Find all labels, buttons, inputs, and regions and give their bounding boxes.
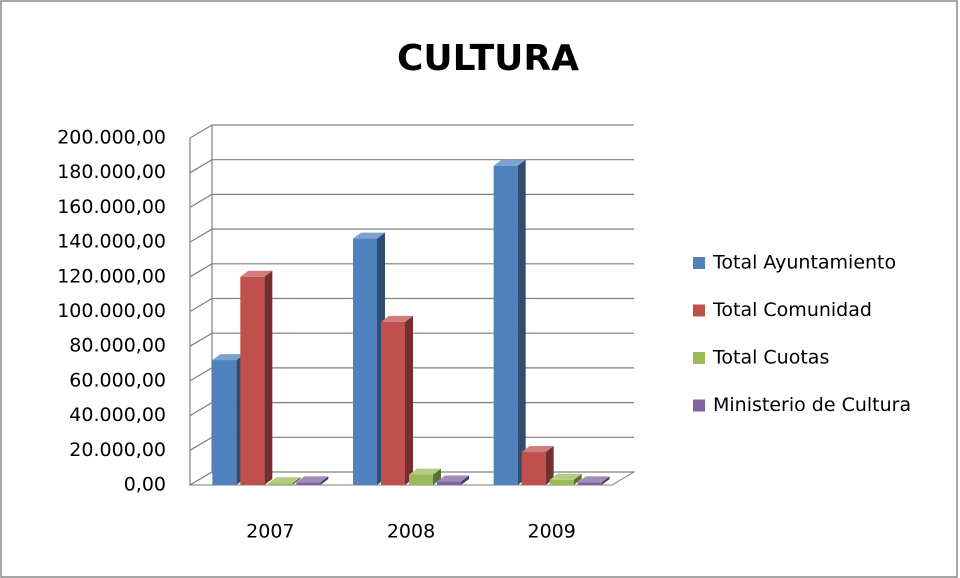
y-tick-label: 0,00 [124, 474, 166, 496]
bar [437, 481, 461, 485]
y-tick-label: 120.000,00 [57, 265, 166, 287]
y-tick-label: 140.000,00 [57, 231, 166, 253]
bar-top [240, 270, 273, 277]
y-tick-label: 180.000,00 [57, 161, 166, 183]
grid-line [189, 367, 634, 382]
x-tick-label: 2009 [527, 521, 575, 543]
bar-side [320, 476, 329, 485]
legend-swatch [693, 304, 705, 317]
bar-side [573, 473, 582, 485]
bar-top [521, 446, 554, 453]
y-tick-label: 80.000,00 [69, 335, 166, 357]
grid-line [189, 332, 634, 347]
bar-side [601, 476, 610, 485]
bar [268, 483, 293, 485]
y-tick-label: 60.000,00 [69, 369, 166, 391]
legend-swatch [693, 352, 705, 364]
chart-title: CULTURA [397, 38, 579, 79]
y-tick-label: 160.000,00 [57, 196, 166, 218]
legend-label: Total Ayuntamiento [712, 252, 896, 274]
legend-swatch [693, 399, 705, 412]
bar-side [292, 477, 301, 485]
bar-top [409, 468, 441, 475]
grid-line [189, 228, 634, 243]
grid-line [189, 193, 634, 208]
y-tick-label: 20.000,00 [69, 439, 166, 461]
grid-line [189, 124, 634, 139]
bar-side [433, 468, 441, 485]
bar-top [549, 473, 582, 480]
grid-line [189, 436, 634, 451]
grid-line [189, 471, 634, 486]
bar [493, 165, 518, 485]
grid-line [189, 159, 634, 174]
bar-side [264, 270, 273, 485]
bar [549, 479, 574, 485]
bar [296, 482, 321, 485]
bar-side [405, 315, 413, 485]
bar [240, 276, 265, 485]
y-tick-label: 200.000,00 [57, 127, 166, 149]
legend-label: Ministerio de Cultura [713, 394, 911, 416]
y-tick-label: 100.000,00 [57, 300, 166, 322]
bar [521, 452, 546, 485]
bar-side [461, 475, 469, 485]
legend-swatch [693, 257, 705, 269]
bar-top [353, 232, 385, 239]
x-tick-label: 2007 [246, 521, 294, 543]
bar-top [268, 477, 301, 484]
x-tick-label: 2008 [387, 521, 435, 543]
bar [212, 360, 237, 485]
grid-line [189, 297, 634, 313]
bar-top [296, 476, 329, 483]
legend-label: Total Comunidad [712, 299, 872, 321]
bar [381, 321, 405, 485]
bar-side [545, 446, 554, 485]
grid-line [189, 402, 634, 417]
bar-top [381, 315, 413, 322]
bar-top [437, 475, 469, 482]
bar-top [577, 476, 610, 483]
bar [409, 474, 433, 485]
bar [353, 238, 377, 485]
legend-label: Total Cuotas [712, 347, 829, 369]
bar-top [212, 354, 245, 361]
bar-side [517, 159, 526, 485]
y-tick-label: 40.000,00 [69, 404, 166, 426]
bar [577, 482, 602, 485]
grid-line [189, 263, 634, 278]
bar-top [493, 159, 526, 166]
